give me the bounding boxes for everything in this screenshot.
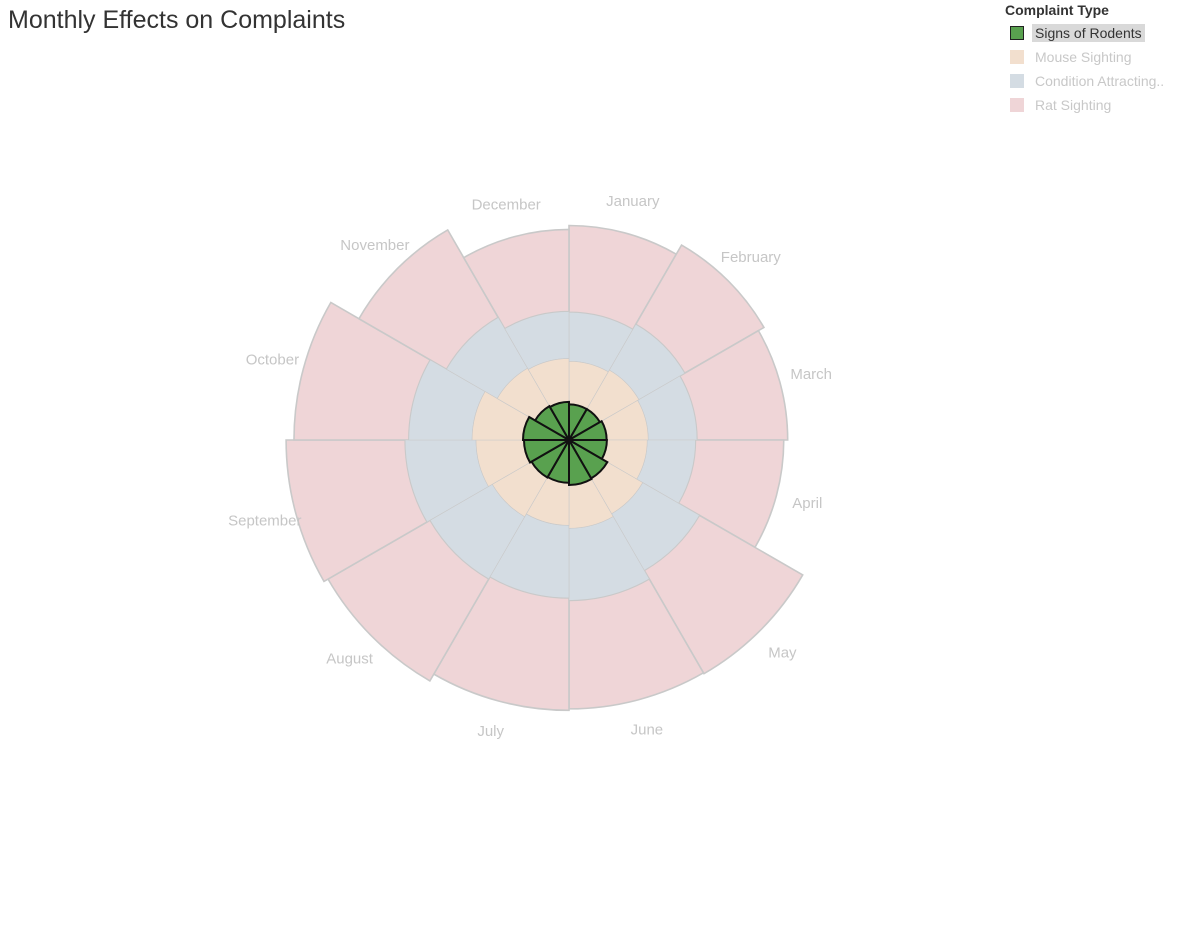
month-label-october: October [246,351,299,368]
legend-label: Rat Sighting [1035,97,1112,113]
month-label-november: November [340,237,409,254]
segments-layer [285,224,804,712]
month-label-january: January [606,193,660,210]
legend-item-signs-of-rodents[interactable]: Signs of Rodents [1005,21,1200,45]
month-label-august: August [326,650,374,667]
month-label-march: March [790,366,832,383]
legend-label: Mouse Sighting [1035,49,1132,65]
legend-label: Condition Attracting.. [1035,73,1165,89]
legend-label: Signs of Rodents [1032,24,1145,42]
month-label-february: February [721,249,782,266]
month-label-june: June [631,722,664,739]
month-label-september: September [228,512,301,529]
legend-swatch [1010,50,1024,64]
legend-item-rat-sighting[interactable]: Rat Sighting [1005,93,1200,117]
segment-signs-of-rodents-december[interactable] [548,400,570,444]
legend-item-mouse-sighting[interactable]: Mouse Sighting [1005,45,1200,69]
legend-swatch [1010,74,1024,88]
month-label-december: December [472,197,541,214]
polar-area-chart: January February March April May June July Augu… [228,193,832,740]
legend-swatch [1010,26,1024,40]
month-labels-layer: January February March April May June July Augu… [228,193,832,740]
legend-item-condition-attracting[interactable]: Condition Attracting.. [1005,69,1200,93]
chart-title: Monthly Effects on Complaints [8,6,346,34]
month-label-may: May [768,644,797,661]
month-label-july: July [477,723,504,740]
segment-signs-of-rodents-june[interactable] [568,436,593,487]
legend-title: Complaint Type [1005,2,1109,18]
legend-swatch [1010,98,1024,112]
month-label-april: April [792,495,822,512]
legend: Complaint Type Signs of Rodents Mouse Si… [1005,2,1200,117]
